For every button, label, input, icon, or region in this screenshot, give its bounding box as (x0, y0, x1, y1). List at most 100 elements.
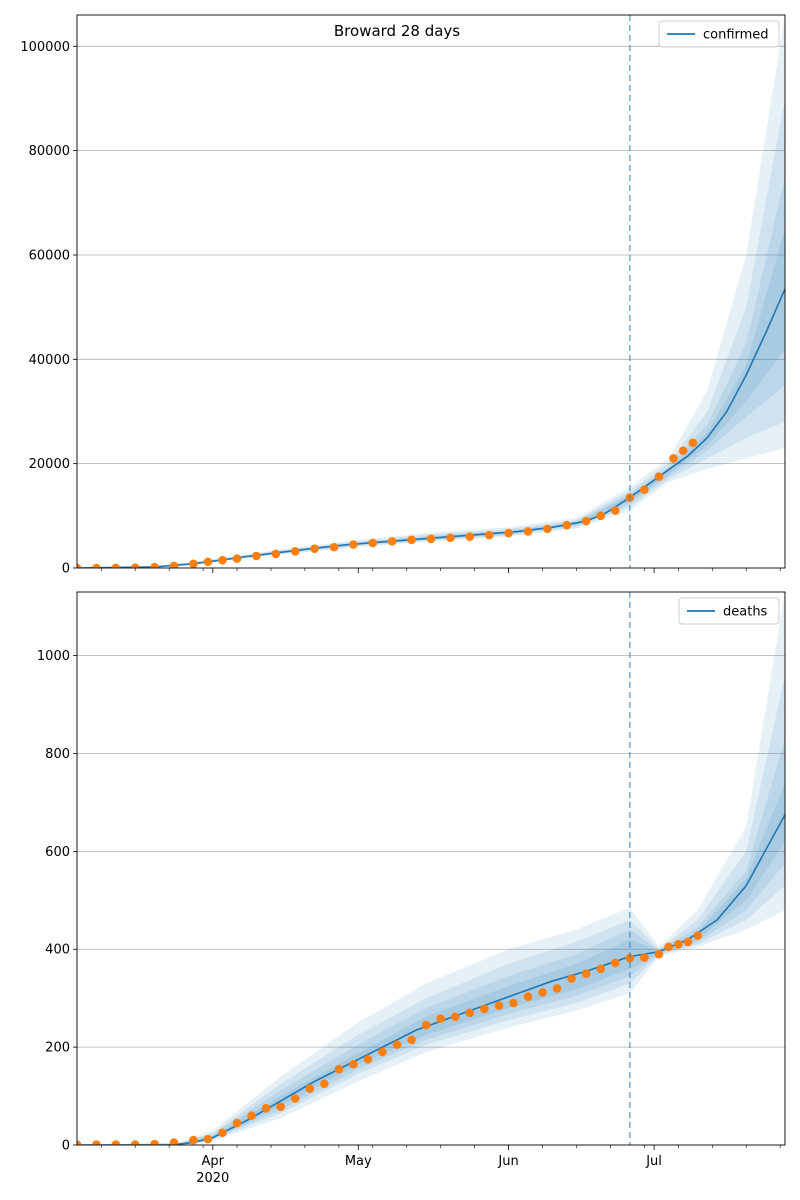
ytick-label-4: 800 (45, 747, 70, 762)
observed-point-33 (581, 969, 591, 979)
observed-point-3 (130, 1140, 140, 1145)
ytick-label-4: 80000 (29, 144, 70, 159)
xtick-label-2: Jun (497, 1154, 518, 1169)
observed-point-27 (494, 1001, 504, 1010)
observed-point-10 (252, 551, 261, 561)
observed-point-4 (150, 1139, 159, 1145)
ytick-label-3: 60000 (29, 248, 70, 263)
observed-point-6 (189, 1135, 198, 1145)
observed-point-26 (562, 520, 572, 530)
observed-point-12 (290, 547, 300, 556)
observed-point-30 (538, 988, 547, 997)
ytick-label-0: 0 (62, 1139, 70, 1154)
legend-label: confirmed (703, 28, 769, 43)
observed-point-15 (349, 540, 358, 549)
observed-point-0 (77, 563, 82, 568)
xtick-label-1: May (345, 1154, 372, 1169)
observed-point-13 (290, 1094, 300, 1103)
observed-point-14 (329, 542, 339, 552)
observed-point-33 (669, 454, 678, 463)
observed-point-27 (581, 516, 591, 526)
ytick-label-1: 200 (45, 1041, 70, 1056)
observed-point-32 (654, 472, 664, 482)
observed-point-24 (450, 1012, 460, 1022)
plot-area (77, 15, 785, 568)
observed-point-24 (523, 527, 533, 536)
observed-point-35 (610, 958, 620, 968)
observed-point-10 (247, 1111, 256, 1120)
observed-point-23 (504, 528, 513, 538)
observed-point-31 (640, 485, 649, 495)
legend-label: deaths (723, 605, 768, 620)
observed-point-21 (465, 532, 475, 541)
observed-point-15 (320, 1079, 329, 1089)
observed-point-1 (92, 1140, 101, 1145)
ytick-label-5: 1000 (37, 649, 70, 664)
observed-point-28 (596, 511, 606, 521)
observed-point-32 (567, 974, 576, 983)
ytick-label-5: 100000 (20, 40, 70, 55)
xtick-label-3: Jul (645, 1154, 662, 1169)
observed-point-4 (150, 562, 159, 568)
legend-box (678, 597, 780, 625)
deaths-panel: 0 200 400 600 800 1000 deaths (37, 591, 786, 1154)
observed-point-39 (664, 942, 673, 952)
observed-point-17 (387, 537, 397, 546)
observed-point-23 (436, 1014, 446, 1024)
axes-frame (76, 14, 786, 569)
confirmed-panel: 0 20000 40000 60000 80000 100000 confirmed (20, 14, 786, 577)
observed-point-37 (640, 953, 649, 962)
legend-box (658, 20, 780, 48)
observed-point-25 (465, 1008, 475, 1018)
chart-title: Broward 28 days (334, 22, 460, 40)
observed-point-9 (232, 1118, 242, 1128)
observed-point-11 (271, 549, 281, 559)
ytick-label-2: 400 (45, 943, 70, 958)
observed-point-25 (543, 524, 552, 534)
observed-point-2 (111, 563, 121, 568)
observed-point-38 (654, 949, 664, 959)
observed-point-18 (363, 1055, 373, 1064)
observed-point-18 (407, 535, 416, 545)
observed-point-20 (446, 533, 455, 543)
observed-point-42 (693, 931, 703, 940)
plot-area (77, 592, 785, 1145)
ytick-label-1: 20000 (29, 457, 70, 472)
observed-point-20 (392, 1040, 402, 1049)
ytick-label-3: 600 (45, 845, 70, 860)
observed-point-8 (218, 1128, 227, 1138)
observed-point-29 (610, 506, 620, 515)
observed-point-28 (509, 998, 518, 1008)
observed-point-7 (203, 1134, 213, 1144)
observed-point-13 (310, 544, 319, 553)
legend: confirmed (658, 20, 780, 48)
axes-frame (76, 591, 786, 1146)
observed-point-26 (480, 1004, 489, 1014)
observed-point-16 (334, 1064, 344, 1074)
legend: deaths (678, 597, 780, 625)
ytick-label-0: 0 (62, 562, 70, 577)
uncertainty-band-2 (77, 738, 785, 1145)
observed-point-7 (203, 557, 213, 567)
ytick-label-2: 40000 (29, 353, 70, 368)
observed-point-21 (407, 1035, 416, 1045)
observed-point-40 (674, 940, 683, 949)
xtick-label-0: Apr (202, 1154, 225, 1169)
observed-point-31 (552, 984, 562, 993)
observed-point-0 (77, 1140, 82, 1145)
observed-point-36 (625, 953, 635, 963)
observed-point-8 (218, 555, 227, 565)
observed-point-19 (426, 534, 436, 544)
uncertainty-band-0 (77, 592, 785, 1145)
observed-point-14 (305, 1084, 315, 1094)
observed-point-34 (678, 446, 688, 455)
observed-point-35 (688, 438, 698, 448)
observed-point-41 (683, 937, 693, 947)
observed-point-6 (189, 559, 198, 568)
observed-point-16 (368, 538, 378, 548)
observed-point-22 (421, 1020, 431, 1030)
observed-point-34 (596, 964, 606, 974)
observed-point-3 (130, 563, 140, 568)
